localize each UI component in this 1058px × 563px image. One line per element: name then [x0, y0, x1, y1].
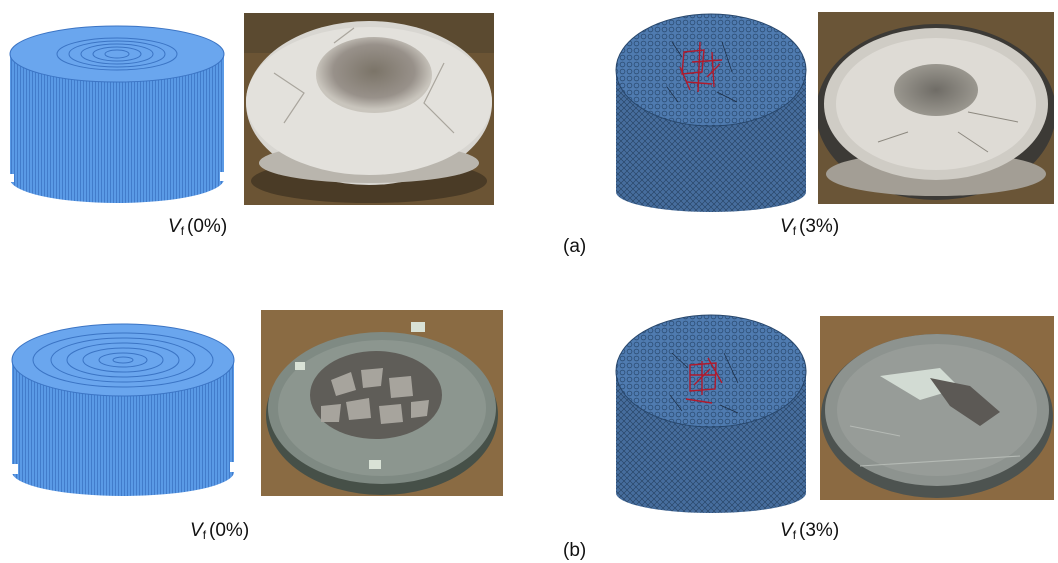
caption-a-right: Vf (3%) — [780, 216, 840, 238]
model-b-right — [612, 313, 812, 518]
caption-a-left: Vf (0%) — [168, 216, 228, 238]
row-label-b: (b) — [563, 540, 587, 561]
caption-b-right: Vf (3%) — [780, 520, 840, 542]
photo-b-right — [820, 316, 1054, 500]
model-a-right — [612, 12, 812, 217]
photo-b-left — [261, 310, 503, 496]
model-b-left — [10, 312, 240, 502]
photo-a-right — [818, 12, 1054, 204]
row-label-a: (a) — [563, 236, 587, 257]
model-a-left — [8, 14, 228, 204]
photo-a-left — [244, 13, 494, 205]
caption-b-left: Vf (0%) — [190, 520, 250, 542]
